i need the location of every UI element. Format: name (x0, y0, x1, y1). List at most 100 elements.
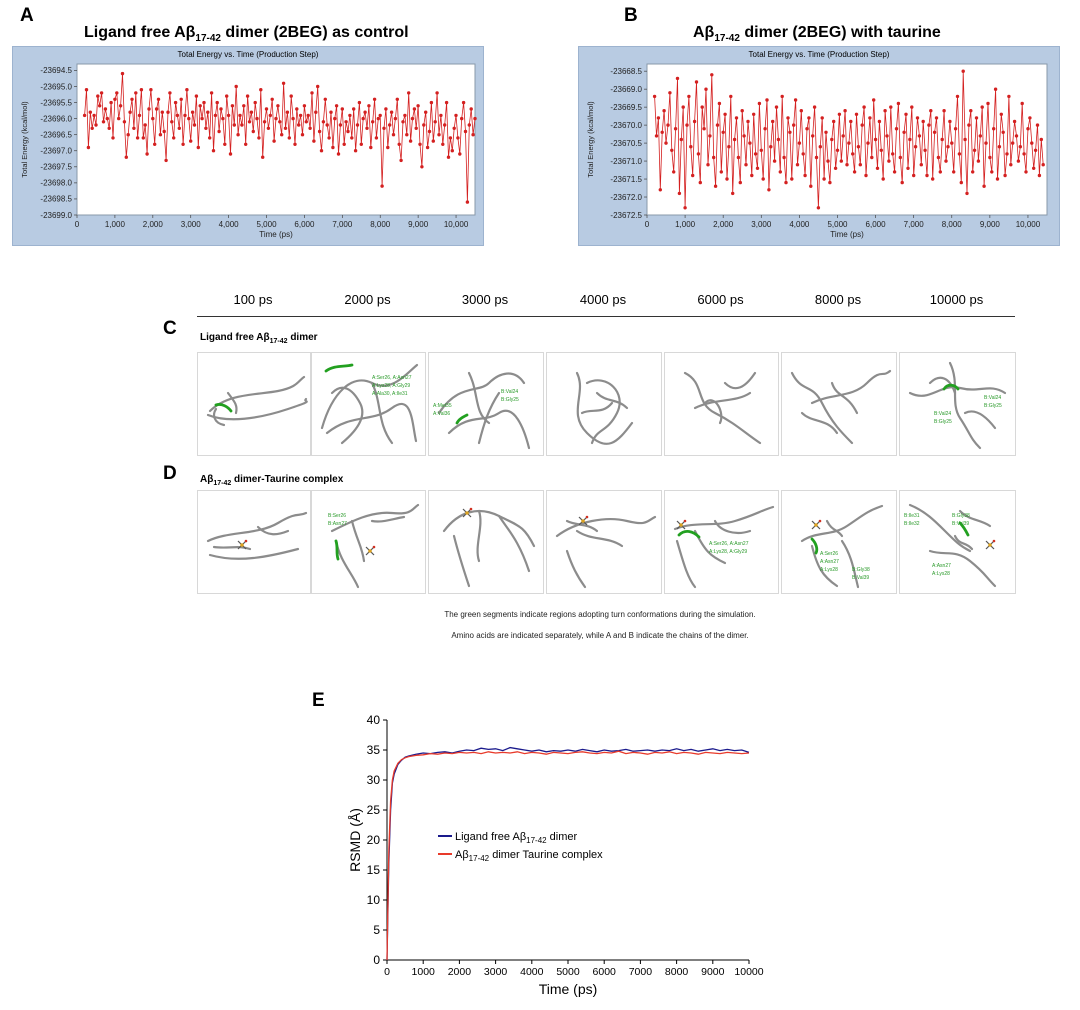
chart-b-data-point (953, 127, 958, 131)
chart-b-data-point (934, 116, 939, 120)
chart-a-data-point (357, 100, 362, 105)
row-c-snapshot-render (908, 361, 1007, 450)
row-c-snapshot-6 (781, 352, 897, 456)
chart-a-data-point (348, 113, 352, 118)
chart-a-data-point (376, 116, 380, 121)
chart-a-data-point (257, 136, 261, 140)
chart-b-data-point (957, 152, 962, 156)
chart-a-data-point (236, 133, 240, 137)
chart-b-data-point (950, 141, 954, 145)
chart-b-ytick-label: -23669.5 (610, 103, 642, 112)
chart-b-data-point (1001, 130, 1005, 134)
turn-segment (677, 530, 701, 539)
chart-a-ytick-label: -23698.0 (40, 179, 72, 188)
chart-a-data-point (329, 110, 333, 114)
chart-a-data-point (342, 142, 346, 146)
peptide-ribbon (810, 369, 892, 405)
residue-annotation: A:Ser26, A:Asn27 (372, 375, 412, 381)
section-c-label: Ligand free Aβ17-42 dimer (200, 332, 318, 345)
row-c-snapshot-render (320, 363, 419, 445)
chart-a-data-point (441, 142, 445, 146)
chart-b-data-point (658, 188, 662, 192)
chart-b-xtick-label: 5,000 (827, 220, 848, 229)
chart-b-data-point (746, 119, 750, 124)
chart-b-data-point (767, 188, 771, 192)
chart-b-data-point (948, 119, 952, 124)
chart-a-data-point (461, 100, 466, 105)
caption-line-1: The green segments indicate regions adop… (444, 610, 756, 619)
row-d-snapshot-5: A:Ser26, A:Asn27 A:Lys28, A:Gly29 (664, 490, 779, 594)
chart-a-data-point (98, 104, 102, 108)
chart-b-data-point (984, 141, 988, 145)
chart-b-data-point (729, 94, 733, 99)
chart-b-inner-title: Total Energy vs. Time (Production Step) (748, 50, 890, 59)
chart-b-data-point (904, 112, 908, 117)
taurine-sulfur (240, 543, 244, 547)
chart-b-data-point (1012, 119, 1017, 124)
chart-b-data-point (677, 191, 682, 196)
chart-a-data-point (221, 116, 225, 121)
taurine-oxygen (469, 507, 473, 511)
chart-b-data-point (974, 116, 979, 120)
turn-segment (810, 537, 819, 555)
chart-b-data-point (654, 134, 659, 138)
chart-a-data-point (215, 100, 219, 105)
chart-e-xtick-label: 3000 (484, 966, 508, 978)
chart-a-data-point (372, 97, 377, 101)
chart-b-data-point (1016, 159, 1021, 163)
chart-a-data-point (331, 145, 335, 150)
chart-a-xtick-label: 8,000 (370, 220, 391, 229)
time-label-6: 8000 ps (814, 292, 862, 307)
chart-a-data-point (126, 133, 130, 137)
chart-a-data-point (414, 126, 418, 130)
chart-a-data-point (209, 91, 214, 95)
chart-a-data-point (389, 110, 394, 114)
chart-a-data-point (452, 126, 456, 130)
taurine-oxygen (244, 539, 248, 543)
chart-b-data-point (851, 152, 855, 156)
chart-b-data-point (1041, 163, 1045, 167)
chart-a-data-point (228, 152, 233, 156)
chart-b-data-point (972, 148, 977, 152)
chart-b-data-point (971, 170, 975, 174)
chart-a-data-point (137, 113, 142, 118)
chart-a-data-point (177, 126, 181, 130)
chart-b-data-point (915, 116, 920, 120)
legend-e-series-2: Aβ17-42 dimer Taurine complex (455, 849, 603, 864)
chart-b-data-point (750, 173, 754, 178)
chart-b-xtick-label: 3,000 (751, 220, 772, 229)
chart-a-data-point (261, 155, 265, 159)
peptide-ribbon (565, 549, 587, 589)
chart-b-ytick-label: -23668.5 (610, 67, 642, 76)
chart-b-data-point (988, 155, 992, 160)
chart-a-data-point (454, 113, 458, 118)
chart-a-data-point (255, 116, 259, 121)
taurine-sulfur (814, 523, 818, 527)
chart-a-data-point (245, 94, 250, 98)
chart-e-ytick-label: 20 (367, 833, 381, 847)
chart-b-data-point (740, 109, 744, 113)
chart-a-data-point (344, 120, 348, 124)
residue-annotation: A:Asn27 (820, 559, 839, 565)
chart-b-data-point (772, 159, 777, 163)
chart-b-data-point (652, 94, 657, 99)
chart-a-data-point (118, 104, 123, 108)
chart-b-data-point (803, 173, 807, 178)
chart-b-data-point (710, 73, 714, 77)
chart-a-data-point (431, 139, 435, 143)
chart-b-data-point (978, 134, 982, 138)
chart-a-data-point (287, 136, 291, 140)
chart-a-data-point (217, 129, 221, 134)
chart-a-data-point (300, 133, 305, 137)
peptide-ribbon (825, 519, 844, 538)
chart-a-ytick-label: -23698.5 (40, 195, 72, 204)
snapshot-row-c: A:Ser26, A:Asn27 A:Lys28, A:Gly29 A:Ala30,… (0, 352, 1080, 456)
chart-a-data-point (380, 184, 384, 188)
chart-a-data-point (338, 123, 343, 127)
turn-segment (455, 413, 469, 425)
chart-a-data-point (340, 107, 344, 111)
chart-b-data-point (660, 130, 664, 134)
chart-b-data-point (708, 134, 712, 138)
panel-letter-a: A (20, 5, 34, 26)
chart-a-data-point (363, 110, 367, 114)
